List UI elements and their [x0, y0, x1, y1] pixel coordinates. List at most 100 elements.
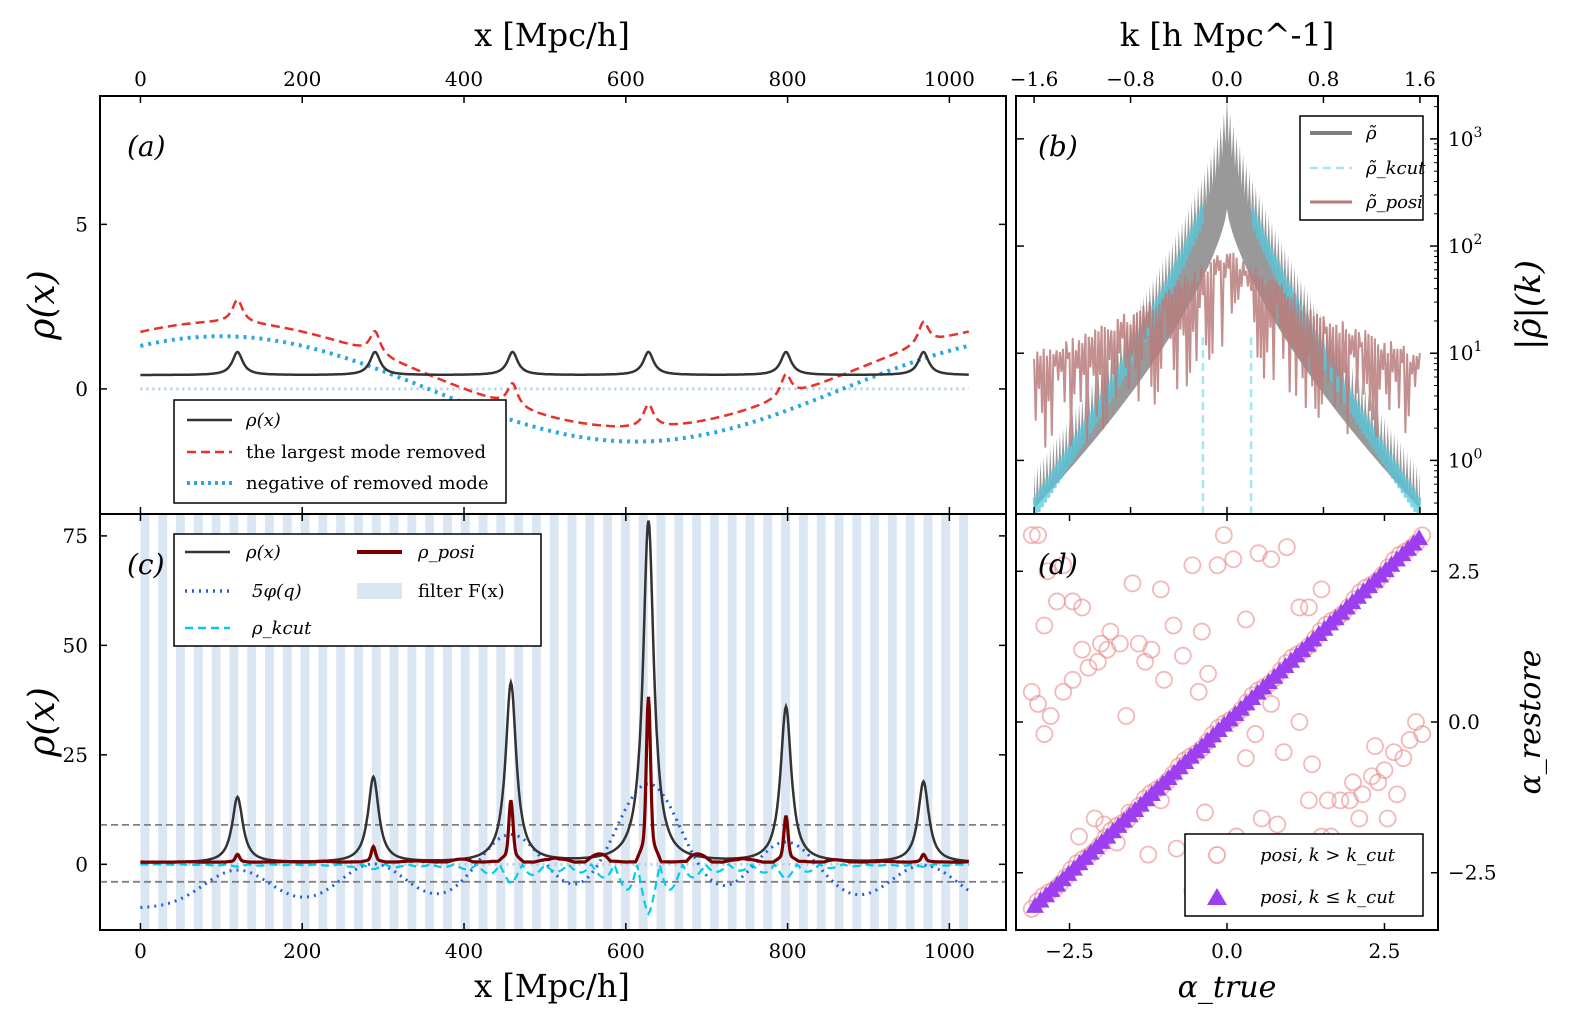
panel-b-y-tick-label: 102	[1448, 232, 1482, 258]
panel-c-left-y-tick-label: 75	[63, 524, 88, 548]
point-posi-gt-kcut	[1407, 713, 1425, 731]
panel-b-legend: ρ̃ ρ̃_kcut ρ̃_posi	[1299, 115, 1426, 221]
series-largest-mode-removed	[140, 298, 969, 428]
panel-d-xlabel: α_true	[1178, 970, 1277, 1005]
point-posi-gt-kcut	[1236, 610, 1255, 629]
point-posi-gt-kcut	[1290, 598, 1309, 617]
point-posi-gt-kcut	[1088, 652, 1107, 671]
point-posi-gt-kcut	[1035, 725, 1054, 743]
point-posi-gt-kcut	[1385, 743, 1403, 762]
point-posi-gt-kcut	[1183, 556, 1202, 575]
point-posi-gt-kcut	[1136, 652, 1155, 671]
point-posi-gt-kcut	[1274, 743, 1293, 762]
panel-a-left-y-tick-label: 5	[75, 212, 88, 236]
point-posi-gt-kcut	[1164, 616, 1183, 635]
filter-band	[158, 514, 168, 930]
panel-c-bottom-x-tick-label: 400	[445, 939, 483, 963]
filter-band	[531, 514, 541, 930]
point-posi-gt-kcut	[1063, 670, 1082, 689]
panel-c-left-y-tick-label: 50	[63, 633, 88, 657]
panel-b-label: (b)	[1038, 130, 1078, 163]
filter-band	[514, 514, 524, 930]
filter-band	[727, 514, 737, 930]
filter-band	[798, 514, 808, 930]
point-posi-gt-kcut	[1208, 556, 1227, 575]
point-posi-gt-kcut	[1214, 526, 1233, 545]
filter-band	[389, 514, 399, 930]
panel-b-top-x-tick-label: −0.8	[1106, 67, 1155, 91]
panel-a-top-x-tick-label: 200	[283, 67, 321, 91]
panel-a-ticks: 0 200 400 600 800 1000 0 5	[75, 67, 1006, 514]
point-posi-gt-kcut	[1236, 749, 1255, 768]
filter-band	[265, 514, 274, 930]
point-posi-gt-kcut	[1290, 713, 1309, 731]
filter-band	[781, 514, 791, 930]
point-posi-gt-kcut	[1262, 550, 1280, 569]
point-posi-gt-kcut	[1224, 550, 1243, 569]
filter-band	[603, 514, 613, 930]
filter-band	[816, 514, 826, 930]
panel-b-plot-area	[1032, 96, 1422, 514]
point-posi-gt-kcut	[1041, 707, 1060, 725]
point-posi-gt-kcut	[1070, 827, 1088, 846]
point-posi-gt-kcut	[1139, 845, 1158, 864]
point-posi-gt-kcut	[1189, 682, 1208, 701]
point-posi-gt-kcut	[1246, 725, 1265, 743]
series-rho-kcut	[140, 862, 969, 917]
point-posi-gt-kcut	[1123, 574, 1142, 593]
point-posi-gt-kcut	[1029, 526, 1047, 545]
filter-band	[478, 514, 488, 930]
point-posi-gt-kcut	[1022, 682, 1041, 701]
point-posi-gt-kcut	[1340, 791, 1359, 810]
panel-a-plot-area	[139, 298, 970, 444]
point-posi-gt-kcut	[1344, 773, 1362, 792]
legend-label-d-le: posi, k ≤ k_cut	[1260, 887, 1396, 908]
filter-band	[674, 514, 684, 930]
point-posi-gt-kcut	[1366, 737, 1384, 756]
point-posi-gt-kcut	[1299, 598, 1318, 617]
point-posi-gt-kcut	[1142, 640, 1161, 659]
panel-d-ylabel: α_restore	[1513, 650, 1548, 795]
panel-a-top-x-tick-label: 1000	[924, 67, 975, 91]
panel-a-label: (a)	[127, 130, 166, 163]
filter-band	[371, 514, 381, 930]
panel-b-top-x-tick-label: 0.0	[1211, 67, 1243, 91]
filter-band	[887, 514, 897, 930]
legend-label-rho-tilde-kcut: ρ̃_kcut	[1365, 158, 1426, 179]
series-rho-tilde	[1034, 96, 1420, 509]
legend-label-c-phi: 5φ(q)	[252, 581, 302, 602]
filter-band	[211, 514, 221, 930]
panel-b-y-tick-label: 103	[1448, 125, 1482, 151]
panel-d-bottom-x-tick-label: −2.5	[1045, 939, 1094, 963]
series-rho	[140, 350, 969, 377]
legend-label-c-rho: ρ(x)	[245, 542, 281, 563]
panel-c-ylabel: ρ(x)	[22, 687, 63, 758]
point-posi-le-kcut	[1410, 529, 1429, 546]
legend-label-c-posi: ρ_posi	[417, 542, 475, 563]
series-rho-tilde-posi	[1033, 252, 1421, 448]
point-posi-gt-kcut	[1029, 695, 1047, 713]
panel-d-right-y-tick-label: 2.5	[1448, 559, 1480, 583]
point-posi-gt-kcut	[1073, 598, 1092, 617]
panel-a-left-y-tick-label: 0	[75, 377, 88, 401]
series-rho-posi	[140, 696, 969, 864]
point-posi-gt-kcut	[1369, 773, 1388, 792]
filter-band	[567, 514, 577, 930]
filter-band	[923, 514, 933, 930]
point-posi-gt-kcut	[1111, 634, 1129, 653]
panel-b-top-x-tick-label: 1.6	[1404, 67, 1436, 91]
legend-label-c-kcut: ρ_kcut	[251, 618, 312, 639]
filter-band	[941, 514, 951, 930]
legend-label-negative-removed-mode: negative of removed mode	[246, 473, 489, 494]
filter-band	[318, 514, 328, 930]
panel-c-frame	[99, 513, 1007, 931]
point-posi-gt-kcut	[1413, 725, 1432, 743]
point-posi-gt-kcut	[1400, 731, 1419, 749]
filter-band	[282, 514, 292, 930]
point-posi-gt-kcut	[1350, 809, 1369, 828]
filter-band	[745, 514, 755, 930]
panel-d-plot-area	[1022, 526, 1432, 918]
point-posi-gt-kcut	[1199, 664, 1218, 683]
point-posi-gt-kcut	[1054, 556, 1073, 575]
